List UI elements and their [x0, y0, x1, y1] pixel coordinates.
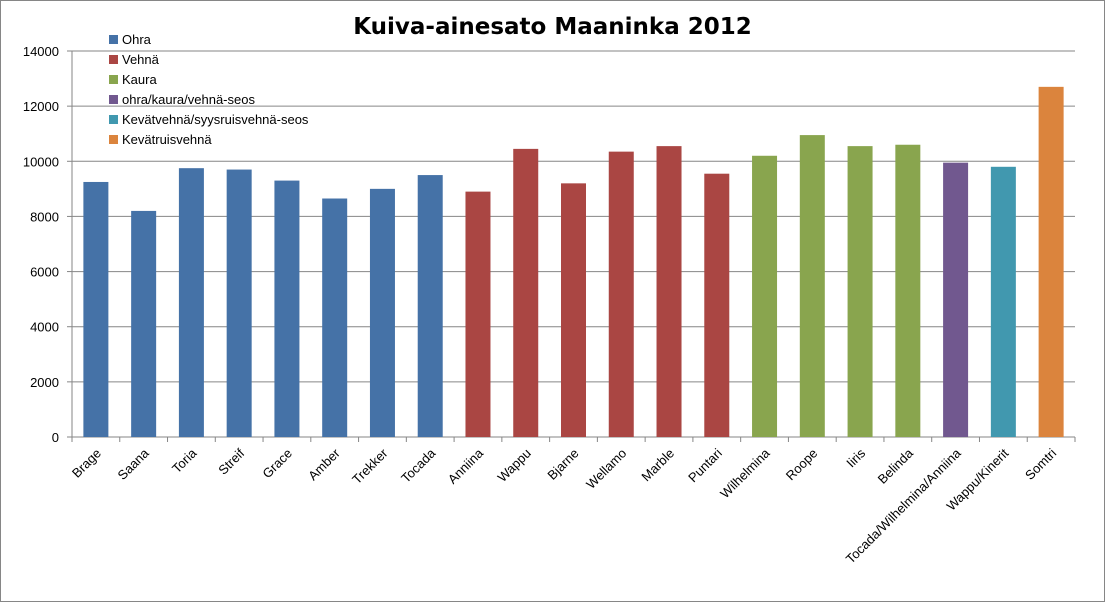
legend-label: Vehnä [122, 52, 160, 67]
bar-trekker [369, 188, 395, 437]
bar-amber [322, 198, 348, 437]
x-tick-label: Wilhelmina [717, 445, 773, 501]
bar-saana [131, 210, 157, 437]
y-tick-label: 10000 [23, 154, 59, 169]
y-tick-labels: 0 2000 4000 6000 8000 10000 12000 14000 [23, 44, 59, 445]
x-tick-label: Marble [638, 446, 677, 485]
bar-marble [656, 146, 682, 437]
legend-label: Kevätvehnä/syysruisvehnä-seos [122, 112, 309, 127]
bar-wilhelmina [752, 155, 778, 437]
bar-iiris [847, 146, 873, 437]
x-tick-label: Iiris [843, 445, 868, 470]
bar-streif [226, 169, 252, 438]
x-tick-label: Streif [215, 445, 247, 477]
x-tick-label: Brage [69, 446, 104, 481]
legend-swatch [109, 35, 118, 44]
bar-toria [178, 168, 204, 437]
x-tick-labels: Brage Saana Toria Streif Grace Amber Trekker To… [69, 445, 1059, 567]
legend-label: Kevätruisvehnä [122, 132, 212, 147]
bar-wappu [513, 148, 539, 437]
legend: Ohra Vehnä Kaura ohra/kaura/vehnä-seos Kevät… [109, 32, 309, 147]
y-tick-label: 0 [52, 430, 59, 445]
bar-belinda [895, 144, 921, 437]
chart-title: Kuiva-ainesato Maaninka 2012 [353, 14, 752, 40]
y-tick-label: 8000 [30, 209, 59, 224]
x-tick-label: Wellamo [583, 446, 629, 492]
bar-wellamo [608, 151, 634, 437]
x-tick-label: Grace [259, 446, 295, 482]
legend-label: ohra/kaura/vehnä-seos [122, 92, 255, 107]
bar-puntari [704, 173, 730, 437]
x-tick-label: Wappu [494, 446, 533, 485]
legend-swatch [109, 75, 118, 84]
bar-tocada-wilhelmina-anniina [943, 162, 969, 437]
y-tick-label: 14000 [23, 44, 59, 59]
bar-grace [274, 180, 300, 438]
bar-tocada [417, 175, 443, 438]
x-tick-label: Trekker [349, 445, 391, 487]
legend-swatch [109, 135, 118, 144]
x-tick-label: Puntari [685, 445, 725, 485]
y-tick-label: 4000 [30, 320, 59, 335]
x-tick-label: Saana [115, 445, 153, 483]
x-tick-label: Anniina [445, 445, 487, 487]
bars [83, 86, 1064, 438]
bar-somtri [1038, 86, 1064, 437]
x-tick-label: Amber [305, 445, 343, 483]
x-tick-label: Somtri [1022, 445, 1059, 482]
legend-label: Kaura [122, 72, 157, 87]
x-tick-label: Belinda [875, 445, 917, 487]
bar-roope [799, 135, 825, 438]
legend-swatch [109, 55, 118, 64]
bar-anniina [465, 191, 491, 437]
y-tick-label: 12000 [23, 99, 59, 114]
x-tick-label: Bjarne [544, 446, 581, 483]
legend-label: Ohra [122, 32, 152, 47]
bar-brage [83, 181, 109, 437]
y-tick-label: 6000 [30, 265, 59, 280]
x-tick-label: Roope [783, 446, 821, 484]
legend-swatch [109, 115, 118, 124]
legend-swatch [109, 95, 118, 104]
x-tick-label: Tocada [398, 445, 439, 486]
x-tick-label: Toria [169, 445, 200, 476]
y-tick-label: 2000 [30, 375, 59, 390]
bar-wappu-kinerit [990, 166, 1016, 438]
bar-bjarne [561, 183, 586, 437]
